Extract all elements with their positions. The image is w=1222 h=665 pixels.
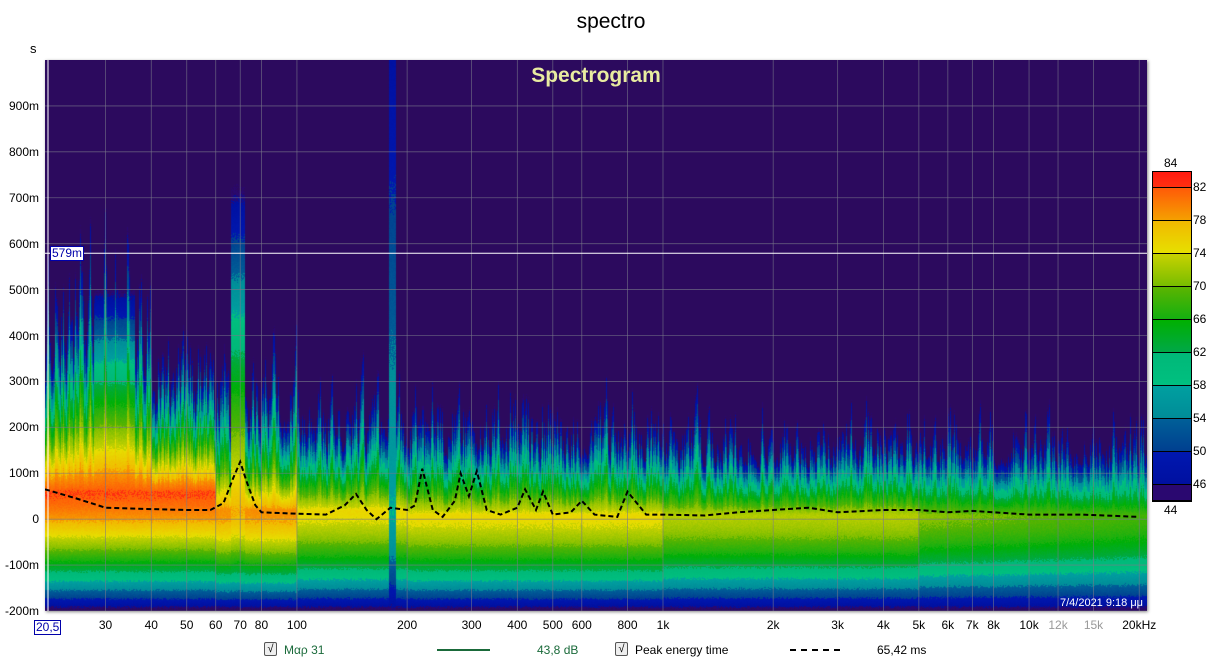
x-tick-label: 500 [542, 618, 563, 632]
colorbar-tick-label: 50 [1193, 443, 1207, 458]
colorbar-tick-label: 62 [1193, 344, 1207, 359]
measurement-value: 43,8 dB [537, 643, 579, 657]
colorbar-band [1153, 188, 1191, 222]
x-tick-label: 7k [966, 618, 979, 632]
x-tick-label: 100 [286, 618, 307, 632]
y-tick-label: 700m [8, 190, 39, 205]
x-tick-label: 8k [987, 618, 1000, 632]
peak-line-swatch [790, 649, 840, 651]
y-cursor-readout[interactable]: 579m [50, 246, 85, 261]
peak-energy-label: Peak energy time [635, 643, 729, 657]
colorbar-tick-label: 58 [1193, 377, 1207, 392]
y-tick-label: 200m [8, 420, 39, 435]
x-tick-label: 200 [397, 618, 418, 632]
x-tick-label: 300 [461, 618, 482, 632]
y-tick-label: 600m [8, 236, 39, 251]
y-tick-label: 900m [8, 98, 39, 113]
peak-energy-time-line [45, 458, 1140, 521]
colorbar [1152, 171, 1192, 502]
x-tick-label: 800 [617, 618, 638, 632]
measurement-checkbox[interactable]: √ [264, 642, 277, 656]
x-tick-label: 4k [877, 618, 890, 632]
x-cursor-readout[interactable]: 20,5 [34, 620, 62, 635]
colorbar-band [1153, 385, 1191, 419]
colorbar-tick-label: 74 [1193, 246, 1207, 261]
x-tick-label: 10k [1019, 618, 1039, 632]
x-tick-label: 15k [1083, 618, 1104, 632]
colorbar-band [1153, 320, 1191, 353]
x-tick-label: 2k [766, 618, 780, 632]
x-tick-label: 12k [1048, 618, 1068, 632]
y-tick-label: 400m [8, 328, 39, 343]
x-tick-label: 5k [912, 618, 926, 632]
colorbar-tick-label: 82 [1193, 180, 1207, 195]
colorbar-band [1153, 221, 1191, 255]
colorbar-band [1153, 287, 1191, 321]
x-tick-label: 3k [831, 618, 844, 632]
x-tick-label: 6k [941, 618, 955, 632]
colorbar-tick-label: 78 [1193, 213, 1207, 228]
colorbar-band [1153, 254, 1191, 288]
x-tick-label: 40 [144, 618, 158, 632]
colorbar-tick-label: 84 [1164, 156, 1178, 170]
colorbar-tick-label: 46 [1193, 476, 1207, 491]
x-tick-label: 30 [98, 618, 113, 632]
colorbar-band [1153, 352, 1191, 386]
plot-overlay [45, 60, 1147, 611]
x-tick-label: 60 [209, 618, 223, 632]
x-tick-label: 1k [656, 618, 670, 632]
x-tick-label: 80 [254, 618, 269, 632]
spectrogram-plot[interactable]: Spectrogram 7/4/2021 9:18 μμ [45, 60, 1147, 611]
colorbar-band [1153, 451, 1191, 485]
y-tick-label: 500m [8, 282, 39, 297]
colorbar-tick-label: 66 [1193, 312, 1207, 327]
window-title: spectro [576, 10, 646, 33]
y-tick-label: 0 [32, 512, 39, 527]
x-tick-label: 70 [233, 618, 247, 632]
colorbar-band [1153, 484, 1191, 501]
y-axis-unit: s [30, 41, 37, 56]
y-tick-label: 300m [8, 374, 39, 389]
x-tick-label: 600 [571, 618, 592, 632]
colorbar-tick-label: 54 [1193, 410, 1207, 425]
peak-energy-value: 65,42 ms [877, 643, 927, 657]
measurement-line-swatch [437, 649, 490, 651]
colorbar-tick-label: 70 [1193, 279, 1207, 294]
colorbar-band [1153, 418, 1191, 452]
y-tick-label: -100m [4, 558, 39, 573]
y-tick-label: 800m [8, 144, 39, 159]
x-tick-label: 50 [180, 618, 194, 632]
y-tick-label: 100m [8, 466, 39, 481]
x-tick-label: 400 [507, 618, 528, 632]
chart-title: Spectrogram [531, 64, 661, 87]
x-tick-label: 20kHz [1122, 618, 1157, 632]
timestamp: 7/4/2021 9:18 μμ [1059, 597, 1143, 609]
peak-energy-checkbox[interactable]: √ [615, 642, 628, 656]
colorbar-band [1153, 172, 1191, 189]
colorbar-tick-label: 44 [1164, 503, 1178, 517]
y-tick-label: -200m [4, 604, 39, 618]
measurement-name: Μαρ 31 [284, 643, 325, 657]
